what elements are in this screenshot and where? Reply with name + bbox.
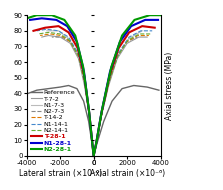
N1-28-1 bbox=[92, 155, 95, 157]
T-14-2 bbox=[92, 155, 95, 157]
N1-14-1 bbox=[95, 142, 97, 144]
T-14-2 bbox=[137, 34, 139, 37]
N2-14-1 bbox=[95, 142, 97, 144]
N2-28-1 bbox=[110, 66, 113, 68]
N2-28-1 bbox=[121, 34, 124, 37]
T-7-2 bbox=[146, 36, 149, 38]
T-7-2 bbox=[137, 36, 140, 38]
N1-14-1 bbox=[100, 114, 103, 116]
N2-14-1 bbox=[127, 39, 129, 41]
Line: N1-28-1: N1-28-1 bbox=[94, 20, 158, 156]
Reference bbox=[92, 155, 95, 157]
T-14-2 bbox=[107, 81, 110, 84]
N2-14-1 bbox=[107, 81, 110, 84]
N1-28-1 bbox=[144, 19, 147, 21]
N2-7-3 bbox=[116, 56, 118, 59]
N2-14-1 bbox=[149, 33, 152, 35]
N1-28-1 bbox=[109, 70, 112, 73]
T-7-2 bbox=[126, 42, 128, 44]
T-28-1 bbox=[92, 155, 95, 157]
N1-28-1 bbox=[119, 41, 121, 43]
Line: Reference: Reference bbox=[94, 86, 159, 156]
Line: N1-7-3: N1-7-3 bbox=[94, 31, 142, 156]
T-14-2 bbox=[148, 34, 150, 37]
N2-7-3 bbox=[136, 36, 138, 38]
Reference bbox=[102, 120, 105, 123]
Line: N2-28-1: N2-28-1 bbox=[94, 15, 161, 156]
N1-7-3 bbox=[95, 142, 97, 144]
T-28-1 bbox=[108, 75, 111, 77]
N1-14-1 bbox=[128, 36, 130, 38]
N1-14-1 bbox=[117, 51, 120, 54]
N1-28-1 bbox=[95, 142, 97, 144]
N1-7-3 bbox=[100, 116, 103, 118]
T-7-2 bbox=[107, 84, 110, 87]
N2-28-1 bbox=[159, 14, 162, 16]
N2-14-1 bbox=[138, 33, 141, 35]
T-14-2 bbox=[100, 116, 103, 118]
T-7-2 bbox=[95, 142, 97, 144]
T-28-1 bbox=[153, 27, 156, 29]
N1-7-3 bbox=[128, 37, 130, 40]
N2-14-1 bbox=[100, 116, 103, 118]
T-28-1 bbox=[141, 25, 144, 27]
N2-7-3 bbox=[100, 117, 102, 120]
N1-28-1 bbox=[157, 19, 159, 21]
N2-28-1 bbox=[133, 19, 136, 21]
N2-28-1 bbox=[148, 14, 151, 16]
Reference bbox=[96, 142, 98, 144]
Y-axis label: Axial stress (MPa): Axial stress (MPa) bbox=[165, 51, 174, 120]
T-7-2 bbox=[100, 116, 103, 118]
N1-7-3 bbox=[141, 30, 144, 32]
T-14-2 bbox=[125, 41, 128, 43]
T-7-2 bbox=[116, 58, 118, 60]
N1-28-1 bbox=[130, 25, 132, 27]
N1-14-1 bbox=[108, 78, 111, 80]
X-axis label: Axial strain (×10⁻⁶): Axial strain (×10⁻⁶) bbox=[90, 169, 165, 178]
Line: T-7-2: T-7-2 bbox=[94, 37, 147, 156]
Legend: Reference, T-7-2, N1-7-3, N2-7-3, T-14-2, N1-14-1, N2-14-1, T-28-1, N1-28-1, N2-: Reference, T-7-2, N1-7-3, N2-7-3, T-14-2… bbox=[30, 89, 76, 153]
Reference bbox=[111, 100, 114, 102]
N1-14-1 bbox=[151, 30, 153, 32]
Line: T-28-1: T-28-1 bbox=[94, 26, 155, 156]
Reference bbox=[121, 87, 124, 90]
N1-14-1 bbox=[140, 30, 142, 32]
Reference bbox=[157, 89, 160, 91]
N2-28-1 bbox=[95, 141, 98, 143]
Line: N2-14-1: N2-14-1 bbox=[94, 34, 151, 156]
Line: N2-7-3: N2-7-3 bbox=[94, 37, 137, 156]
N1-7-3 bbox=[107, 80, 110, 82]
T-28-1 bbox=[117, 47, 120, 49]
T-14-2 bbox=[116, 55, 118, 57]
Reference bbox=[132, 84, 135, 87]
Line: N1-14-1: N1-14-1 bbox=[94, 31, 152, 156]
N2-14-1 bbox=[117, 55, 119, 57]
N1-7-3 bbox=[117, 53, 120, 55]
X-axis label: Lateral strain (×10⁻⁶): Lateral strain (×10⁻⁶) bbox=[19, 169, 102, 178]
Reference bbox=[146, 86, 149, 88]
N2-7-3 bbox=[92, 155, 95, 157]
T-28-1 bbox=[95, 142, 97, 144]
N2-7-3 bbox=[95, 142, 97, 144]
Line: T-14-2: T-14-2 bbox=[94, 36, 149, 156]
T-14-2 bbox=[95, 142, 97, 144]
N2-7-3 bbox=[107, 83, 110, 85]
T-28-1 bbox=[100, 112, 103, 115]
N2-7-3 bbox=[125, 41, 128, 43]
N2-14-1 bbox=[92, 155, 95, 157]
N2-28-1 bbox=[101, 108, 103, 110]
T-28-1 bbox=[128, 31, 130, 33]
N2-28-1 bbox=[92, 155, 95, 157]
N1-7-3 bbox=[92, 155, 95, 157]
N1-14-1 bbox=[92, 155, 95, 157]
T-7-2 bbox=[92, 155, 95, 157]
N1-28-1 bbox=[100, 111, 103, 113]
